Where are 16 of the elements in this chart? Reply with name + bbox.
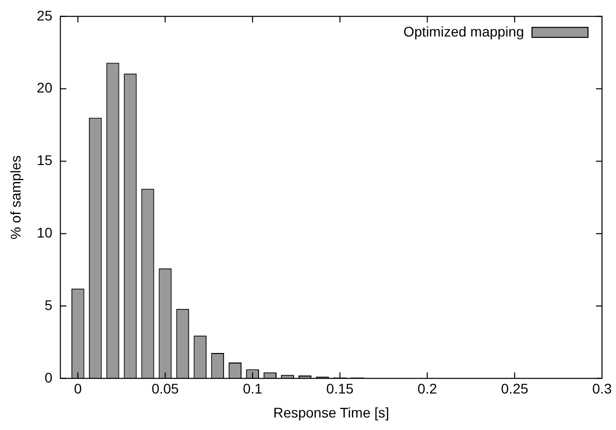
x-tick-label: 0.2 [418, 380, 438, 397]
x-tick-label: 0.15 [326, 380, 354, 397]
y-tick-label: 10 [36, 224, 53, 240]
y-axis-title: % of samples [7, 155, 24, 240]
x-tick-label: 0 [74, 380, 82, 397]
y-tick-label: 25 [36, 7, 53, 24]
y-tick-label: 5 [44, 296, 53, 313]
y-tick-label: 15 [36, 152, 53, 168]
x-axis-title: Response Time [s] [273, 404, 390, 420]
legend-label: Optimized mapping [403, 23, 524, 40]
x-tick-label: 0.1 [242, 380, 263, 397]
y-tick-label: 0 [44, 369, 53, 386]
x-tick-label: 0.05 [152, 380, 180, 397]
x-tick-label: 0.3 [592, 380, 612, 397]
x-tick-label: 0.25 [501, 380, 528, 397]
y-tick-label: 20 [36, 80, 53, 96]
